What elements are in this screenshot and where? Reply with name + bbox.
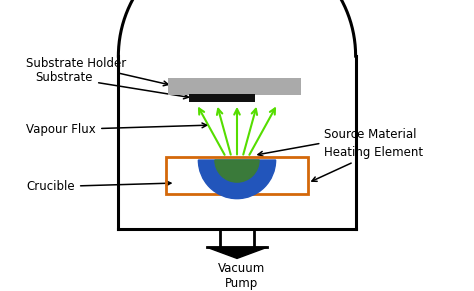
Text: Crucible: Crucible xyxy=(27,180,171,193)
Wedge shape xyxy=(215,160,259,182)
Text: Vapour Flux: Vapour Flux xyxy=(27,123,207,136)
Text: Substrate Holder: Substrate Holder xyxy=(27,57,168,86)
Bar xyxy=(189,94,255,102)
Text: Substrate: Substrate xyxy=(36,71,189,99)
Wedge shape xyxy=(199,160,275,199)
Bar xyxy=(168,78,301,95)
Bar xyxy=(166,157,308,194)
Polygon shape xyxy=(207,247,267,258)
Text: Vacuum
Pump: Vacuum Pump xyxy=(218,262,265,290)
Text: Heating Element: Heating Element xyxy=(312,146,423,181)
Text: Source Material: Source Material xyxy=(258,128,417,156)
